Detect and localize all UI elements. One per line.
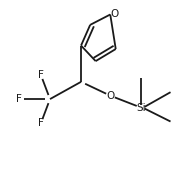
Text: Si: Si (137, 103, 146, 113)
Text: F: F (38, 118, 44, 128)
Text: F: F (38, 70, 44, 80)
Text: F: F (16, 94, 22, 104)
Text: O: O (111, 9, 119, 19)
Text: O: O (106, 91, 114, 101)
